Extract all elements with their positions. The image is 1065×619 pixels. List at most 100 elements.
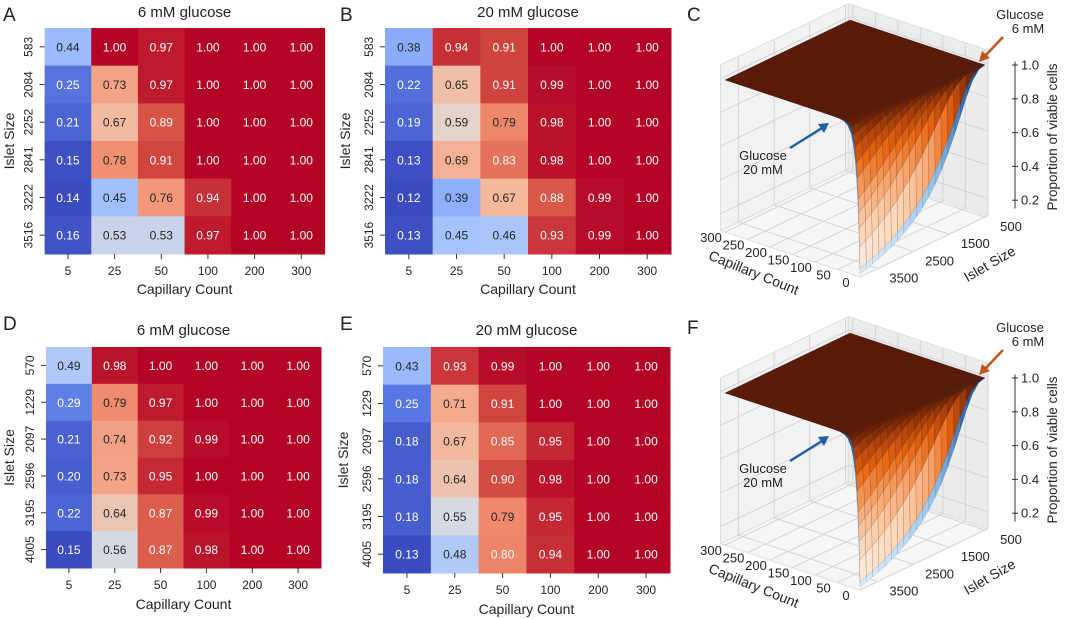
heatmap-cell (574, 535, 623, 574)
surface-facet-6mM (859, 552, 867, 582)
cell-value-label: 1.00 (286, 469, 310, 483)
cell-value-label: 0.98 (539, 472, 563, 486)
cell-value-label: 1.00 (588, 153, 612, 167)
heatmap-cell (46, 383, 93, 422)
heatmap-cell (480, 65, 529, 104)
y-tick-label: 3222 (362, 184, 376, 211)
heatmap-cell (383, 422, 432, 461)
heatmap-panel-D: D 6 mM glucose 0.49 0.98 1.00 1.00 1.00 1.00 0.2… (1, 314, 322, 612)
cell-value-label: 1.00 (286, 433, 310, 447)
heatmap-cell (574, 384, 623, 423)
heatmap-cell (574, 347, 623, 386)
cell-value-label: 1.00 (241, 506, 265, 520)
cell-value-label: 0.59 (445, 116, 469, 130)
y-tick-label: 3195 (23, 499, 37, 526)
y-tick-label: 2252 (22, 108, 36, 135)
gridline (720, 329, 989, 392)
heatmap-cell (574, 422, 623, 461)
heatmap-cell (184, 28, 232, 67)
heatmap-cell (622, 460, 671, 499)
heatmap-cell (277, 216, 326, 255)
cell-value-label: 1.00 (588, 116, 612, 130)
heatmap-cell (231, 28, 279, 67)
cell-value-label: 0.67 (103, 116, 127, 130)
cell-value-label: 0.56 (103, 543, 127, 557)
cell-value-label: 1.00 (243, 116, 267, 130)
heatmap-cell (623, 141, 672, 180)
y-axis-label: Islet Size (1, 112, 17, 169)
x-tick-label: 5 (404, 583, 411, 597)
heatmap-cell (183, 383, 230, 422)
heatmap-cell (229, 531, 276, 569)
cell-value-label: 1.00 (243, 229, 267, 243)
heatmap-cell (184, 216, 232, 255)
heatmap-cell (229, 420, 276, 458)
cell-value-label: 0.21 (56, 116, 80, 130)
y-tick-label: 4005 (360, 540, 374, 567)
heatmap-cell (183, 494, 230, 532)
x-tick-label: 300 (700, 230, 722, 245)
heatmap-cell (623, 103, 672, 142)
cell-value-label: 0.79 (491, 510, 515, 524)
heatmap-cell (277, 141, 326, 180)
heatmap-cell (385, 216, 434, 255)
cell-value-label: 1.00 (290, 229, 314, 243)
cell-value-label: 1.00 (539, 359, 563, 373)
heatmap-panel-A: A 6 mM glucose 0.44 1.00 0.97 1.00 1.00 1.00 0.2… (1, 4, 326, 297)
heatmap-cell (44, 141, 92, 180)
gridline (737, 56, 879, 270)
cell-value-label: 0.87 (149, 543, 173, 557)
arrowhead-icon (979, 51, 990, 62)
heatmap-cell (183, 531, 230, 569)
heatmap-cell (383, 460, 432, 499)
heatmap-cell (91, 103, 139, 142)
cell-value-label: 1.00 (635, 78, 659, 92)
cell-value-label: 1.00 (634, 397, 658, 411)
y-tick-label: 3222 (22, 184, 36, 211)
heatmap-cell (526, 460, 575, 499)
heatmap-cell (183, 420, 230, 458)
y-axis-label: Islet Size (337, 112, 353, 169)
cell-value-label: 0.25 (56, 78, 80, 92)
heatmap-cell (575, 216, 624, 255)
x-tick-label: 200 (245, 264, 265, 278)
x-axis-label: Capillary Count (137, 281, 233, 297)
cell-value-label: 0.99 (491, 359, 515, 373)
x-tick-label: 100 (542, 264, 562, 278)
y-tick-label: 2097 (23, 425, 37, 452)
x-tick-label: 50 (816, 581, 830, 596)
cell-value-label: 1.00 (195, 396, 219, 410)
cell-value-label: 0.89 (150, 116, 174, 130)
z-axis-label: Proportion of viable cells (1045, 63, 1060, 210)
heatmap-cell (91, 141, 139, 180)
cell-value-label: 1.00 (587, 435, 611, 449)
heatmap-cell (478, 535, 527, 574)
x-tick-label: 0 (842, 275, 849, 290)
annotation-label-line1: Glucose (996, 7, 1044, 22)
x-tick-label: 200 (745, 558, 767, 573)
cell-value-label: 1.00 (290, 40, 314, 54)
cell-value-label: 0.55 (443, 510, 467, 524)
cell-value-label: 0.18 (395, 435, 419, 449)
cell-value-label: 0.91 (150, 153, 174, 167)
heatmap-cell (528, 103, 577, 142)
cell-value-label: 0.87 (149, 506, 173, 520)
heatmap-cell (383, 347, 432, 386)
heatmap-cell (430, 497, 480, 536)
heatmap-cell (229, 383, 276, 422)
heatmap-cell (528, 141, 577, 180)
x-tick-label: 100 (790, 573, 812, 588)
heatmap-cell (229, 347, 276, 385)
heatmap-panel-B: B 20 mM glucose 0.38 0.94 0.91 1.00 1.00 1.00 0.… (337, 4, 672, 297)
cell-value-label: 0.95 (539, 510, 563, 524)
panel-letter: F (687, 318, 699, 339)
cell-value-label: 0.39 (445, 191, 469, 205)
heatmap-cell (137, 420, 184, 458)
cell-value-label: 1.00 (290, 116, 314, 130)
cell-value-label: 1.00 (587, 510, 611, 524)
annotation-label-line2: 6 mM (1012, 21, 1045, 36)
heatmap-cell (480, 216, 529, 255)
y-tick-label: 1500 (961, 236, 990, 251)
heatmap-cell (91, 420, 139, 458)
cell-value-label: 0.92 (149, 433, 173, 447)
